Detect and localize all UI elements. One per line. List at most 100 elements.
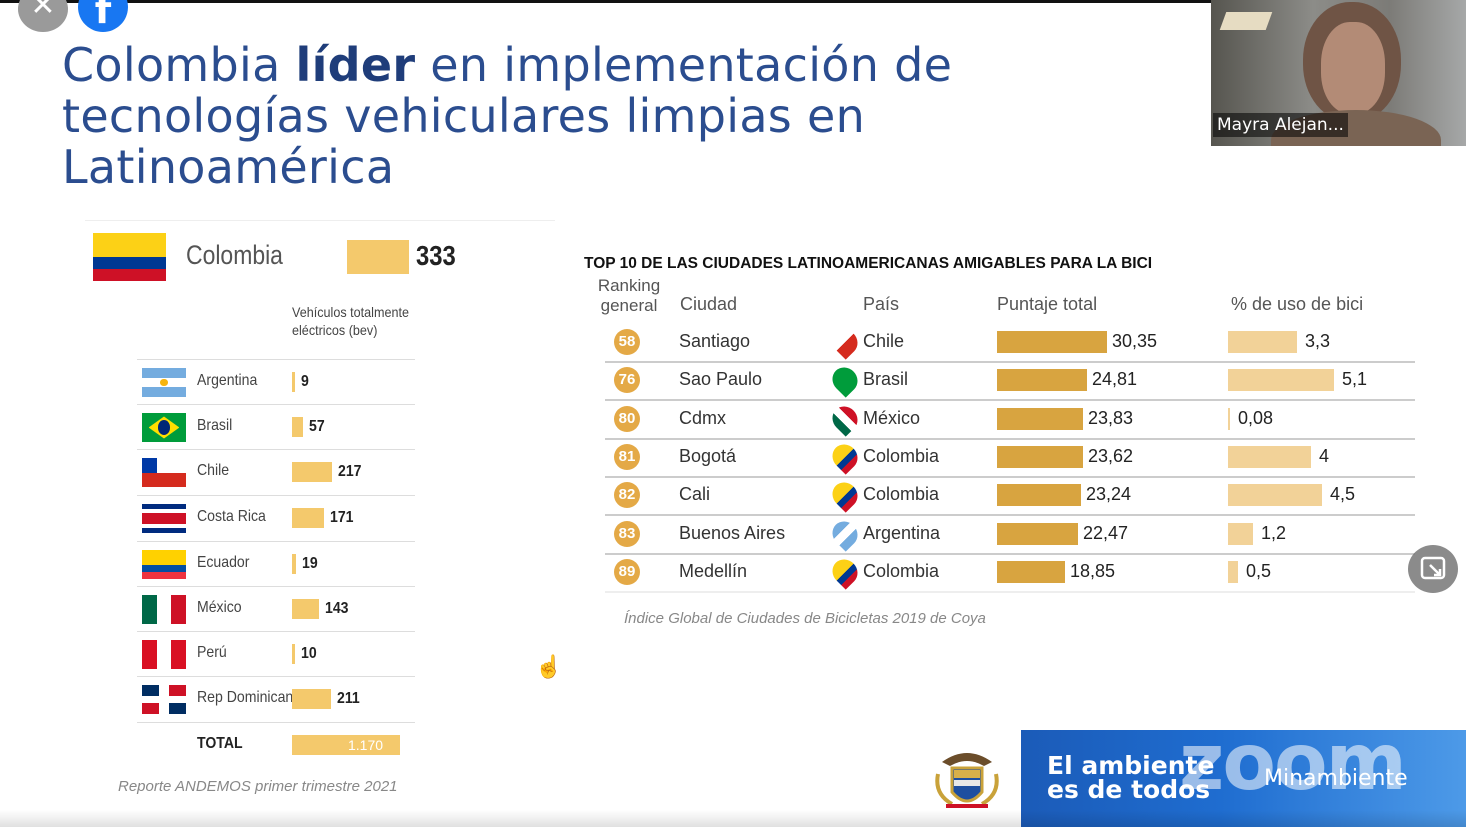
divider — [137, 722, 415, 724]
country-name: Ecuador — [197, 554, 250, 571]
slide-title: Colombia líder en implementación de tecn… — [62, 40, 962, 193]
flag-icon — [142, 458, 186, 487]
bev-bar — [292, 462, 332, 482]
usage-value: 0,5 — [1246, 561, 1272, 581]
table-row: 76 Sao Paulo Brasil 24,81 5,1 — [605, 361, 1415, 401]
slogan-line-1: El ambiente — [1047, 751, 1215, 780]
city-name: Medellín — [679, 561, 748, 581]
score-bar — [997, 331, 1107, 353]
bev-bar — [292, 417, 303, 437]
city-name: Cali — [679, 484, 711, 504]
country-name: Costa Rica — [197, 508, 266, 525]
country-name: Argentina — [197, 372, 258, 389]
usage-bar — [1228, 408, 1230, 430]
table-row: 58 Santiago Chile 30,35 3,3 — [605, 323, 1415, 363]
rank-badge: 81 — [614, 444, 640, 470]
country-name: Colombia — [863, 446, 940, 466]
country-row: México 143 — [137, 586, 415, 632]
usage-bar — [1228, 523, 1253, 545]
bev-value: 171 — [330, 509, 354, 526]
table-row: 81 Bogotá Colombia 23,62 4 — [605, 438, 1415, 478]
hand-cursor-icon: ☝ — [535, 654, 563, 679]
expand-icon[interactable] — [1408, 545, 1458, 593]
country-row: Chile 217 — [137, 449, 415, 495]
usage-bar — [1228, 369, 1334, 391]
score-value: 23,83 — [1088, 408, 1134, 428]
total-bar — [292, 735, 400, 755]
bev-bar — [292, 508, 324, 528]
country-row: Costa Rica 171 — [137, 495, 415, 541]
score-bar — [997, 523, 1078, 545]
title-part-2: en implementación de tecnologías vehicul… — [62, 38, 953, 194]
table-row: 83 Buenos Aires Argentina 22,47 1,2 — [605, 515, 1415, 555]
participant-video[interactable]: Mayra Alejan... — [1211, 0, 1466, 146]
score-value: 22,47 — [1083, 523, 1129, 543]
country-name: México — [197, 599, 242, 616]
divider — [85, 220, 555, 221]
table-row: 82 Cali Colombia 23,24 4,5 — [605, 476, 1415, 516]
rank-badge: 58 — [614, 329, 640, 355]
rank-badge: 89 — [614, 559, 640, 585]
highlight-country: Colombia — [186, 240, 283, 270]
city-name: Santiago — [679, 331, 751, 351]
facebook-icon[interactable]: f — [78, 0, 128, 32]
usage-value: 5,1 — [1342, 369, 1368, 389]
coat-of-arms-logo — [914, 730, 1021, 827]
bev-bar — [292, 689, 331, 709]
country-pin-icon — [827, 401, 863, 437]
bev-value: 143 — [325, 600, 349, 617]
table-title: TOP 10 DE LAS CIUDADES LATINOAMERICANAS … — [584, 255, 1153, 272]
bev-value: 9 — [301, 373, 309, 390]
score-bar — [997, 561, 1065, 583]
usage-bar — [1228, 331, 1297, 353]
score-bar — [997, 446, 1083, 468]
score-bar — [997, 369, 1087, 391]
bev-value: 19 — [302, 555, 318, 572]
country-name: Brasil — [863, 369, 909, 389]
country-name: Chile — [197, 462, 230, 479]
country-row: Perú 10 — [137, 631, 415, 677]
city-name: Bogotá — [679, 446, 737, 466]
rank-badge: 80 — [614, 406, 640, 432]
rank-badge: 82 — [614, 482, 640, 508]
usage-bar — [1228, 484, 1322, 506]
bev-value: 211 — [337, 690, 360, 707]
participant-name: Mayra Alejan... — [1213, 113, 1348, 137]
table-row: 89 Medellín Colombia 18,85 0,5 — [605, 553, 1415, 593]
ministry-name: Minambiente — [1264, 766, 1408, 791]
toolbar-strip — [0, 810, 1466, 827]
slogan-line-2: es de todos — [1047, 775, 1211, 804]
country-row: Rep Dominicana 211 — [137, 676, 415, 722]
table-row: 80 Cdmx México 23,83 0,08 — [605, 400, 1415, 440]
usage-value: 3,3 — [1305, 331, 1331, 351]
score-value: 23,24 — [1086, 484, 1132, 504]
country-pin-icon — [827, 324, 863, 360]
slogan: El ambiente es de todos — [1047, 751, 1215, 804]
country-pin-icon — [827, 362, 863, 398]
country-name: Chile — [863, 331, 905, 351]
country-pin-icon — [827, 477, 863, 513]
flag-icon — [142, 413, 186, 442]
flag-icon — [142, 685, 186, 714]
flag-icon — [142, 640, 187, 669]
close-icon[interactable]: ✕ — [18, 0, 68, 32]
title-part-1: Colombia — [62, 38, 296, 92]
country-pin-icon — [827, 516, 863, 552]
header-city: Ciudad — [680, 294, 738, 314]
country-name: Rep Dominicana — [197, 689, 302, 706]
header-usage: % de uso de bici — [1231, 294, 1364, 314]
left-source: Reporte ANDEMOS primer trimestre 2021 — [118, 778, 398, 795]
total-label: TOTAL — [197, 735, 243, 752]
score-bar — [997, 484, 1081, 506]
score-bar — [997, 408, 1083, 430]
usage-value: 1,2 — [1261, 523, 1287, 543]
score-value: 23,62 — [1088, 446, 1134, 466]
usage-value: 4 — [1319, 446, 1330, 466]
bev-bar — [292, 644, 295, 664]
country-name: Argentina — [863, 523, 941, 543]
country-name: Perú — [197, 644, 227, 661]
colombia-flag-icon — [93, 233, 166, 281]
zoom-watermark: zoom — [1179, 718, 1407, 808]
bev-label: Vehículos totalmente eléctricos (bev) — [292, 304, 409, 338]
score-value: 18,85 — [1070, 561, 1116, 581]
